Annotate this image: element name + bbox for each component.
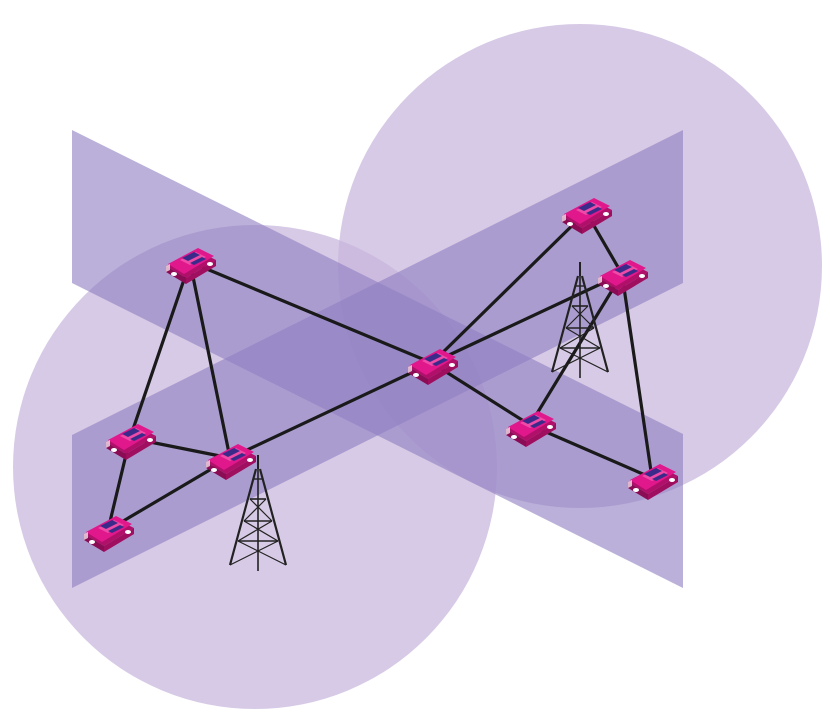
link-vehicle-top-left-vehicle-center [188, 260, 434, 365]
link-vehicle-center-left-vehicle-center [228, 361, 434, 460]
link-vehicle-center-vehicle-right-upper [430, 272, 624, 365]
link-vehicle-center-vehicle-top-right [430, 210, 588, 365]
link-vehicle-right-lower-mid-vehicle-bottom-right [528, 423, 654, 480]
link-vehicle-right-upper-vehicle-right-lower-mid [528, 272, 624, 427]
link-vehicle-center-vehicle-right-lower-mid [430, 361, 532, 427]
link-vehicle-top-left-vehicle-mid-left-upper [128, 260, 192, 440]
link-vehicle-top-left-vehicle-center-left [188, 260, 232, 460]
link-vehicle-right-upper-vehicle-bottom-right [620, 272, 654, 480]
